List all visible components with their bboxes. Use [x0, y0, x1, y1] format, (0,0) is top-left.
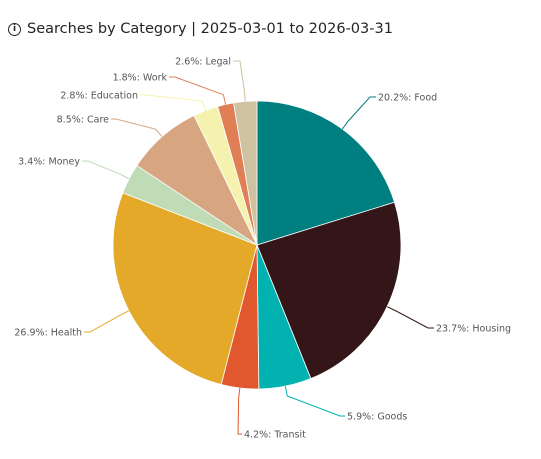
leader-line-food: [341, 96, 376, 130]
pie-slice-housing[interactable]: [256, 201, 402, 380]
chart-title-row: i Searches by Category | 2025-03-01 to 2…: [8, 21, 393, 37]
slice-label-money: 3.4%: Money: [18, 157, 80, 168]
leader-line-goods: [284, 386, 345, 417]
slice-label-legal: 2.6%: Legal: [175, 57, 231, 68]
slice-label-food: 20.2%: Food: [378, 93, 437, 104]
info-icon[interactable]: i: [8, 22, 21, 36]
leader-line-education: [140, 94, 207, 111]
slice-label-care: 8.5%: Care: [57, 115, 110, 126]
slice-label-education: 2.8%: Education: [60, 91, 138, 102]
leader-line-transit: [237, 387, 242, 435]
leader-line-health: [84, 310, 130, 333]
slice-label-work: 1.8%: Work: [113, 73, 168, 84]
slice-label-housing: 23.7%: Housing: [436, 324, 511, 335]
leader-line-care: [111, 118, 163, 138]
slice-label-goods: 5.9%: Goods: [347, 412, 407, 423]
slice-label-health: 26.9%: Health: [14, 328, 82, 339]
leader-line-legal: [233, 60, 246, 102]
leader-line-work: [169, 76, 227, 105]
leader-line-money: [82, 160, 130, 180]
pie-slice-health[interactable]: [112, 192, 258, 385]
leader-line-housing: [386, 306, 434, 329]
slice-label-transit: 4.2%: Transit: [244, 430, 306, 441]
pie-slice-food[interactable]: [256, 100, 396, 246]
chart-title: Searches by Category | 2025-03-01 to 202…: [27, 21, 393, 37]
